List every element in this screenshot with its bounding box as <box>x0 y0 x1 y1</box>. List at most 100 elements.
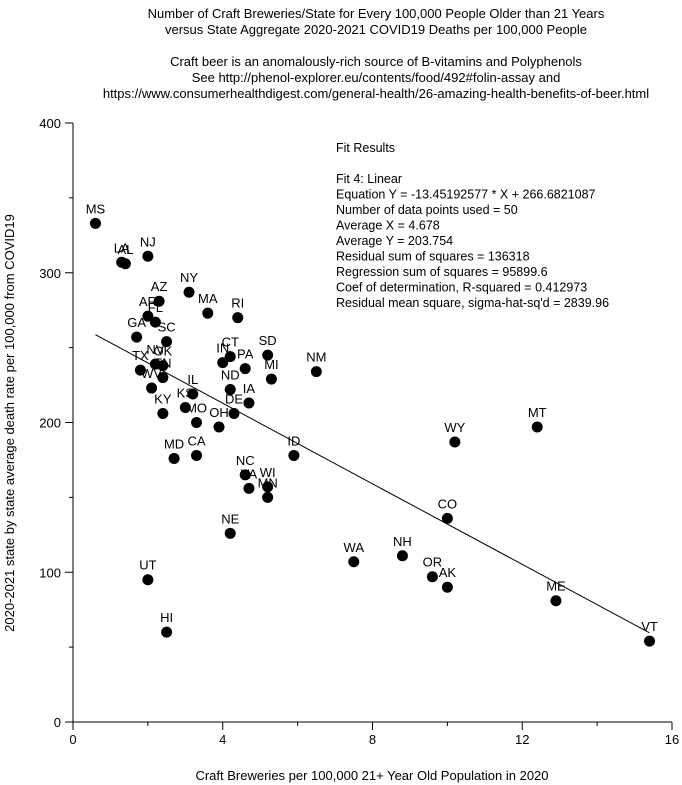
data-point-ne <box>224 527 236 539</box>
point-label-nd: ND <box>221 368 240 383</box>
data-point-vt <box>644 635 656 647</box>
data-point-mt <box>531 421 543 433</box>
title-line: Craft beer is an anomalously-rich source… <box>170 54 582 69</box>
data-points <box>89 217 656 647</box>
fit-results: Fit Results Fit 4: Linear Equation Y = -13… <box>336 141 609 310</box>
data-point-sd <box>262 349 274 361</box>
data-point-tn <box>157 372 169 384</box>
data-point-in <box>217 357 229 369</box>
point-label-va: VA <box>241 466 258 481</box>
data-point-id <box>288 449 300 461</box>
point-label-ca: CA <box>188 433 206 448</box>
data-point-mi <box>265 373 277 385</box>
data-point-nc <box>239 469 251 481</box>
data-point-ct <box>224 351 236 363</box>
data-point-me <box>550 595 562 607</box>
title-line: https://www.consumerhealthdigest.com/gen… <box>103 86 649 101</box>
point-label-ak: AK <box>439 565 457 580</box>
point-label-or: OR <box>423 555 443 570</box>
data-point-co <box>441 512 453 524</box>
data-point-al <box>119 258 131 270</box>
point-label-nc: NC <box>236 453 255 468</box>
point-label-fl: FL <box>148 300 163 315</box>
point-label-md: MD <box>164 436 184 451</box>
point-label-ct: CT <box>222 335 239 350</box>
data-point-il <box>187 388 199 400</box>
y-tick-label: 0 <box>54 715 61 730</box>
data-point-nd <box>224 384 236 396</box>
data-point-ky <box>157 408 169 420</box>
point-label-id: ID <box>287 433 300 448</box>
data-point-hi <box>161 626 173 638</box>
y-tick-label: 100 <box>39 565 61 580</box>
regression-line <box>95 334 650 634</box>
data-point-ma <box>202 307 214 319</box>
fit-result-line: Fit 4: Linear <box>336 172 402 186</box>
data-point-ks <box>179 402 191 414</box>
data-point-nm <box>310 366 322 378</box>
data-point-va <box>243 482 255 494</box>
data-point-ar <box>142 310 154 322</box>
axes: 0 100 200 300 400 0 4 8 12 16 <box>39 116 679 747</box>
y-tick-label: 300 <box>39 266 61 281</box>
data-point-ok <box>157 360 169 372</box>
point-label-me: ME <box>546 579 566 594</box>
point-label-pa: PA <box>237 347 254 362</box>
x-tick-label: 8 <box>369 732 376 747</box>
point-label-wv: WV <box>141 366 162 381</box>
fit-result-line: Equation Y = -13.45192577 * X + 266.6821… <box>336 188 596 202</box>
data-point-ut <box>142 574 154 586</box>
point-label-ga: GA <box>127 315 146 330</box>
point-label-vt: VT <box>641 619 658 634</box>
point-label-nv: NV <box>146 342 164 357</box>
data-point-nj <box>142 250 154 262</box>
data-point-oh <box>213 421 225 433</box>
point-label-in: IN <box>216 341 229 356</box>
data-point-nh <box>396 550 408 562</box>
data-point-mo <box>191 417 203 428</box>
point-label-nj: NJ <box>140 234 156 249</box>
data-point-wy <box>449 436 461 448</box>
point-label-hi: HI <box>160 610 173 625</box>
x-axis-title: Craft Breweries per 100,000 21+ Year Old… <box>195 768 548 783</box>
point-label-ne: NE <box>221 511 239 526</box>
data-point-wv <box>146 382 158 394</box>
fit-line <box>95 334 650 634</box>
data-point-ny <box>183 286 195 298</box>
point-label-mo: MO <box>186 401 207 416</box>
point-label-mn: MN <box>258 475 278 490</box>
point-label-wi: WI <box>260 465 276 480</box>
data-point-ga <box>131 331 143 343</box>
data-point-wa <box>348 556 360 568</box>
title-line: versus State Aggregate 2020-2021 COVID19… <box>165 22 587 37</box>
point-label-nm: NM <box>306 350 326 365</box>
point-label-la: LA <box>114 240 130 255</box>
data-point-tx <box>134 364 146 376</box>
point-label-ia: IA <box>243 381 256 396</box>
point-label-wy: WY <box>444 420 465 435</box>
y-tick-label: 200 <box>39 416 61 431</box>
data-point-mn <box>262 491 274 503</box>
data-point-pa <box>239 363 251 375</box>
point-label-ut: UT <box>139 558 156 573</box>
point-label-al: AL <box>117 242 133 257</box>
point-label-de: DE <box>225 392 243 407</box>
x-tick-label: 0 <box>69 732 76 747</box>
fit-result-line: Coef of determination, R-squared = 0.412… <box>336 281 587 295</box>
point-label-tn: TN <box>154 356 171 371</box>
data-point-wi <box>262 481 274 493</box>
point-label-sc: SC <box>158 320 176 335</box>
point-label-mi: MI <box>264 357 278 372</box>
point-label-sd: SD <box>259 333 277 348</box>
point-label-mt: MT <box>528 405 547 420</box>
point-label-wa: WA <box>344 540 365 555</box>
y-axis-title: 2020-2021 state by state average death r… <box>2 214 17 632</box>
x-tick-label: 4 <box>219 732 226 747</box>
point-label-ar: AR <box>139 294 157 309</box>
fit-result-line: Residual mean square, sigma-hat-sq'd = 2… <box>336 296 609 310</box>
point-label-ky: KY <box>154 392 172 407</box>
point-label-ma: MA <box>198 291 218 306</box>
point-label-ks: KS <box>177 386 195 401</box>
fit-result-line: Residual sum of squares = 136318 <box>336 250 530 264</box>
